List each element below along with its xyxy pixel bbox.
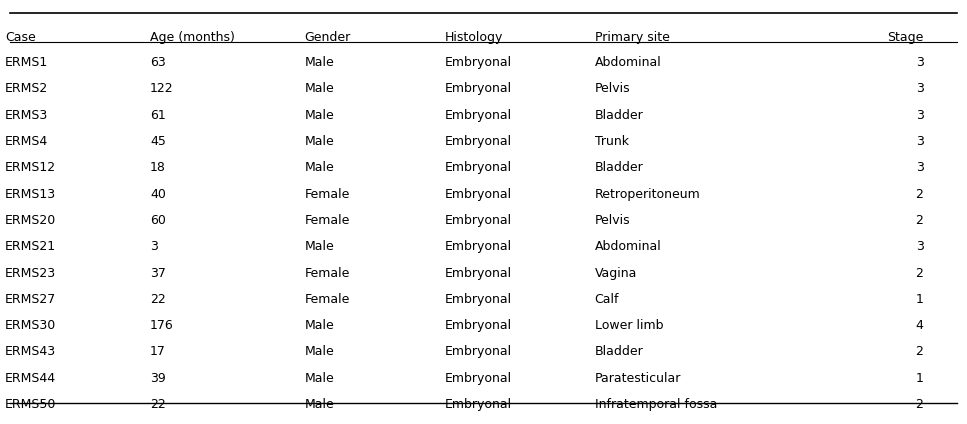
Text: ERMS2: ERMS2 — [5, 82, 48, 95]
Text: Embryonal: Embryonal — [445, 293, 512, 306]
Text: 4: 4 — [916, 319, 923, 332]
Text: 2: 2 — [916, 267, 923, 279]
Text: ERMS21: ERMS21 — [5, 240, 56, 253]
Text: 3: 3 — [150, 240, 158, 253]
Text: 37: 37 — [150, 267, 165, 279]
Text: Age (months): Age (months) — [150, 31, 235, 44]
Text: 2: 2 — [916, 398, 923, 411]
Text: Male: Male — [305, 346, 335, 358]
Text: ERMS43: ERMS43 — [5, 346, 56, 358]
Text: ERMS1: ERMS1 — [5, 56, 48, 69]
Text: Histology: Histology — [445, 31, 503, 44]
Text: Embryonal: Embryonal — [445, 56, 512, 69]
Text: 2: 2 — [916, 346, 923, 358]
Text: 60: 60 — [150, 214, 165, 227]
Text: 3: 3 — [916, 109, 923, 122]
Text: Male: Male — [305, 135, 335, 148]
Text: Embryonal: Embryonal — [445, 135, 512, 148]
Text: ERMS4: ERMS4 — [5, 135, 48, 148]
Text: 3: 3 — [916, 56, 923, 69]
Text: Embryonal: Embryonal — [445, 161, 512, 174]
Text: Male: Male — [305, 56, 335, 69]
Text: Calf: Calf — [595, 293, 619, 306]
Text: 61: 61 — [150, 109, 165, 122]
Text: 3: 3 — [916, 240, 923, 253]
Text: Female: Female — [305, 187, 350, 201]
Text: 17: 17 — [150, 346, 165, 358]
Text: Vagina: Vagina — [595, 267, 637, 279]
Text: Bladder: Bladder — [595, 346, 643, 358]
Text: Embryonal: Embryonal — [445, 346, 512, 358]
Text: 18: 18 — [150, 161, 165, 174]
Text: Embryonal: Embryonal — [445, 109, 512, 122]
Text: Case: Case — [5, 31, 36, 44]
Text: Bladder: Bladder — [595, 109, 643, 122]
Text: 2: 2 — [916, 187, 923, 201]
Text: Male: Male — [305, 109, 335, 122]
Text: Retroperitoneum: Retroperitoneum — [595, 187, 700, 201]
Text: 63: 63 — [150, 56, 165, 69]
Text: Primary site: Primary site — [595, 31, 669, 44]
Text: 45: 45 — [150, 135, 165, 148]
Text: ERMS50: ERMS50 — [5, 398, 56, 411]
Text: Abdominal: Abdominal — [595, 56, 661, 69]
Text: ERMS20: ERMS20 — [5, 214, 56, 227]
Text: 1: 1 — [916, 372, 923, 385]
Text: Bladder: Bladder — [595, 161, 643, 174]
Text: Male: Male — [305, 161, 335, 174]
Text: ERMS30: ERMS30 — [5, 319, 56, 332]
Text: Embryonal: Embryonal — [445, 187, 512, 201]
Text: Lower limb: Lower limb — [595, 319, 663, 332]
Text: Stage: Stage — [887, 31, 923, 44]
Text: Female: Female — [305, 293, 350, 306]
Text: Embryonal: Embryonal — [445, 398, 512, 411]
Text: ERMS3: ERMS3 — [5, 109, 48, 122]
Text: 39: 39 — [150, 372, 165, 385]
Text: Male: Male — [305, 82, 335, 95]
Text: Embryonal: Embryonal — [445, 319, 512, 332]
Text: 22: 22 — [150, 398, 165, 411]
Text: ERMS27: ERMS27 — [5, 293, 56, 306]
Text: Embryonal: Embryonal — [445, 372, 512, 385]
Text: 3: 3 — [916, 135, 923, 148]
Text: 40: 40 — [150, 187, 165, 201]
Text: Embryonal: Embryonal — [445, 240, 512, 253]
Text: ERMS23: ERMS23 — [5, 267, 56, 279]
Text: 1: 1 — [916, 293, 923, 306]
Text: 122: 122 — [150, 82, 173, 95]
Text: ERMS12: ERMS12 — [5, 161, 56, 174]
Text: Embryonal: Embryonal — [445, 214, 512, 227]
Text: 22: 22 — [150, 293, 165, 306]
Text: Infratemporal fossa: Infratemporal fossa — [595, 398, 718, 411]
Text: Pelvis: Pelvis — [595, 214, 630, 227]
Text: ERMS13: ERMS13 — [5, 187, 56, 201]
Text: Abdominal: Abdominal — [595, 240, 661, 253]
Text: 3: 3 — [916, 82, 923, 95]
Text: Paratesticular: Paratesticular — [595, 372, 681, 385]
Text: Gender: Gender — [305, 31, 351, 44]
Text: 2: 2 — [916, 214, 923, 227]
Text: ERMS44: ERMS44 — [5, 372, 56, 385]
Text: Embryonal: Embryonal — [445, 267, 512, 279]
Text: Female: Female — [305, 267, 350, 279]
Text: Pelvis: Pelvis — [595, 82, 630, 95]
Text: Female: Female — [305, 214, 350, 227]
Text: 176: 176 — [150, 319, 174, 332]
Text: Male: Male — [305, 240, 335, 253]
Text: 3: 3 — [916, 161, 923, 174]
Text: Trunk: Trunk — [595, 135, 629, 148]
Text: Embryonal: Embryonal — [445, 82, 512, 95]
Text: Male: Male — [305, 398, 335, 411]
Text: Male: Male — [305, 319, 335, 332]
Text: Male: Male — [305, 372, 335, 385]
